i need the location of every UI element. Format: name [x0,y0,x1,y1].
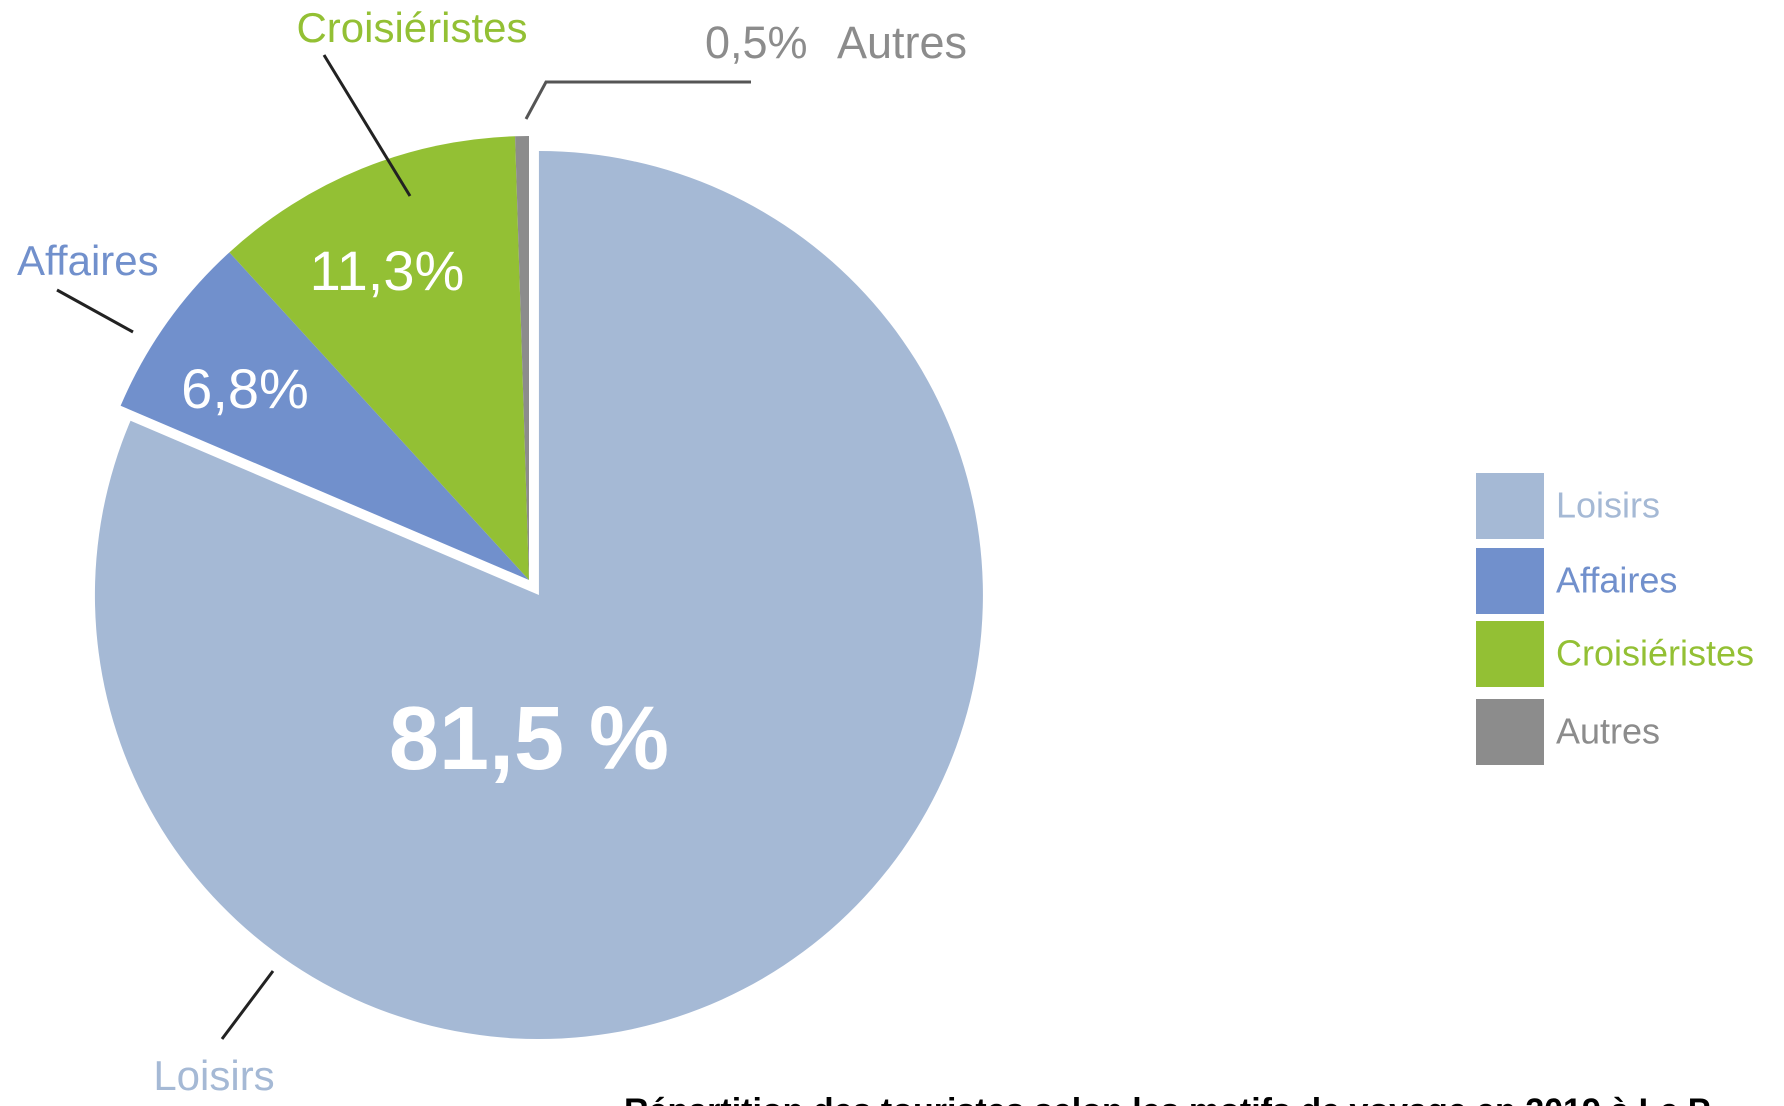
pie-slice [94,151,983,1040]
legend-label: Croisiéristes [1556,633,1754,674]
legend-swatch [1476,548,1544,614]
legend-label: Loisirs [1556,485,1660,526]
leader-line [220,970,275,1040]
pie-slice [229,136,530,581]
data-label: 81,5 % [389,689,669,789]
legend-label: Autres [1556,711,1660,752]
category-label: Autres [837,17,967,68]
pie-slice [515,136,529,580]
leader-line [56,288,134,334]
data-label: 6,8% [181,357,309,420]
legend-label: Affaires [1556,560,1677,601]
category-label: Affaires [17,237,159,284]
leader-line [322,54,412,197]
chart-title: Répartition des touristes selon les moti… [624,1092,1710,1106]
legend-swatch [1476,473,1544,539]
pie-slice [120,252,530,580]
legend-swatch [1476,699,1544,765]
data-label: 11,3% [310,239,465,302]
leader-line [524,80,751,120]
data-label: 0,5% [705,17,808,68]
category-label: Loisirs [153,1052,274,1099]
category-label: Croisiéristes [296,4,527,51]
legend-swatch [1476,621,1544,687]
